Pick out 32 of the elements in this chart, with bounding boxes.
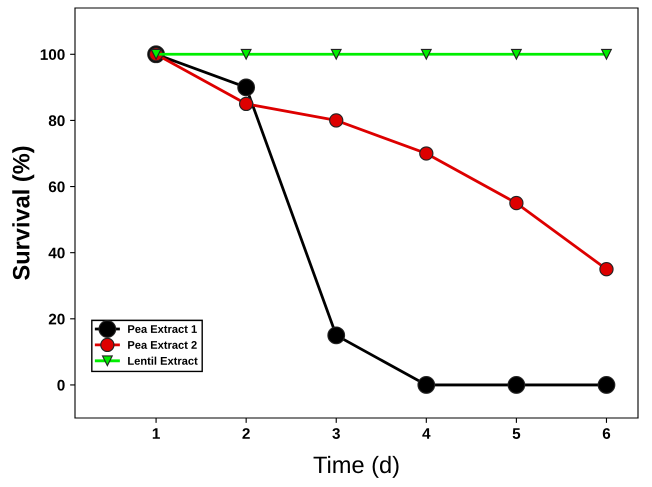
y-tick-label: 0	[57, 380, 65, 391]
x-tick-label: 5	[512, 428, 520, 439]
point	[598, 376, 616, 394]
y-tick-label: 80	[48, 115, 65, 126]
point	[419, 146, 434, 161]
point	[329, 113, 344, 128]
y-tick-label: 40	[48, 248, 65, 258]
legend-label: Pea Extract 2	[128, 341, 197, 349]
point	[330, 48, 342, 60]
legend-label: Pea Extract 1	[128, 325, 197, 333]
point	[509, 196, 524, 210]
y-tick-label: 100	[40, 49, 65, 60]
x-tick-label: 2	[242, 428, 250, 439]
point	[510, 48, 522, 60]
point	[327, 326, 346, 344]
y-tick-label: 20	[48, 314, 65, 324]
y-axis-title: Survival (%)	[12, 146, 34, 280]
y-tick-label: 60	[48, 181, 65, 192]
point	[239, 96, 254, 112]
x-tick-label: 6	[602, 428, 610, 439]
point	[237, 78, 256, 96]
x-tick-label: 3	[332, 428, 340, 439]
x-tick-label: 4	[422, 428, 430, 439]
x-axis-title: Time (d)	[314, 456, 399, 478]
x-tick-label: 1	[152, 428, 160, 439]
point	[240, 48, 252, 60]
point	[420, 48, 432, 60]
point	[508, 376, 526, 394]
legend-label: Lentil Extract	[128, 356, 198, 365]
point	[417, 376, 436, 394]
point	[601, 48, 612, 60]
point	[599, 262, 614, 276]
